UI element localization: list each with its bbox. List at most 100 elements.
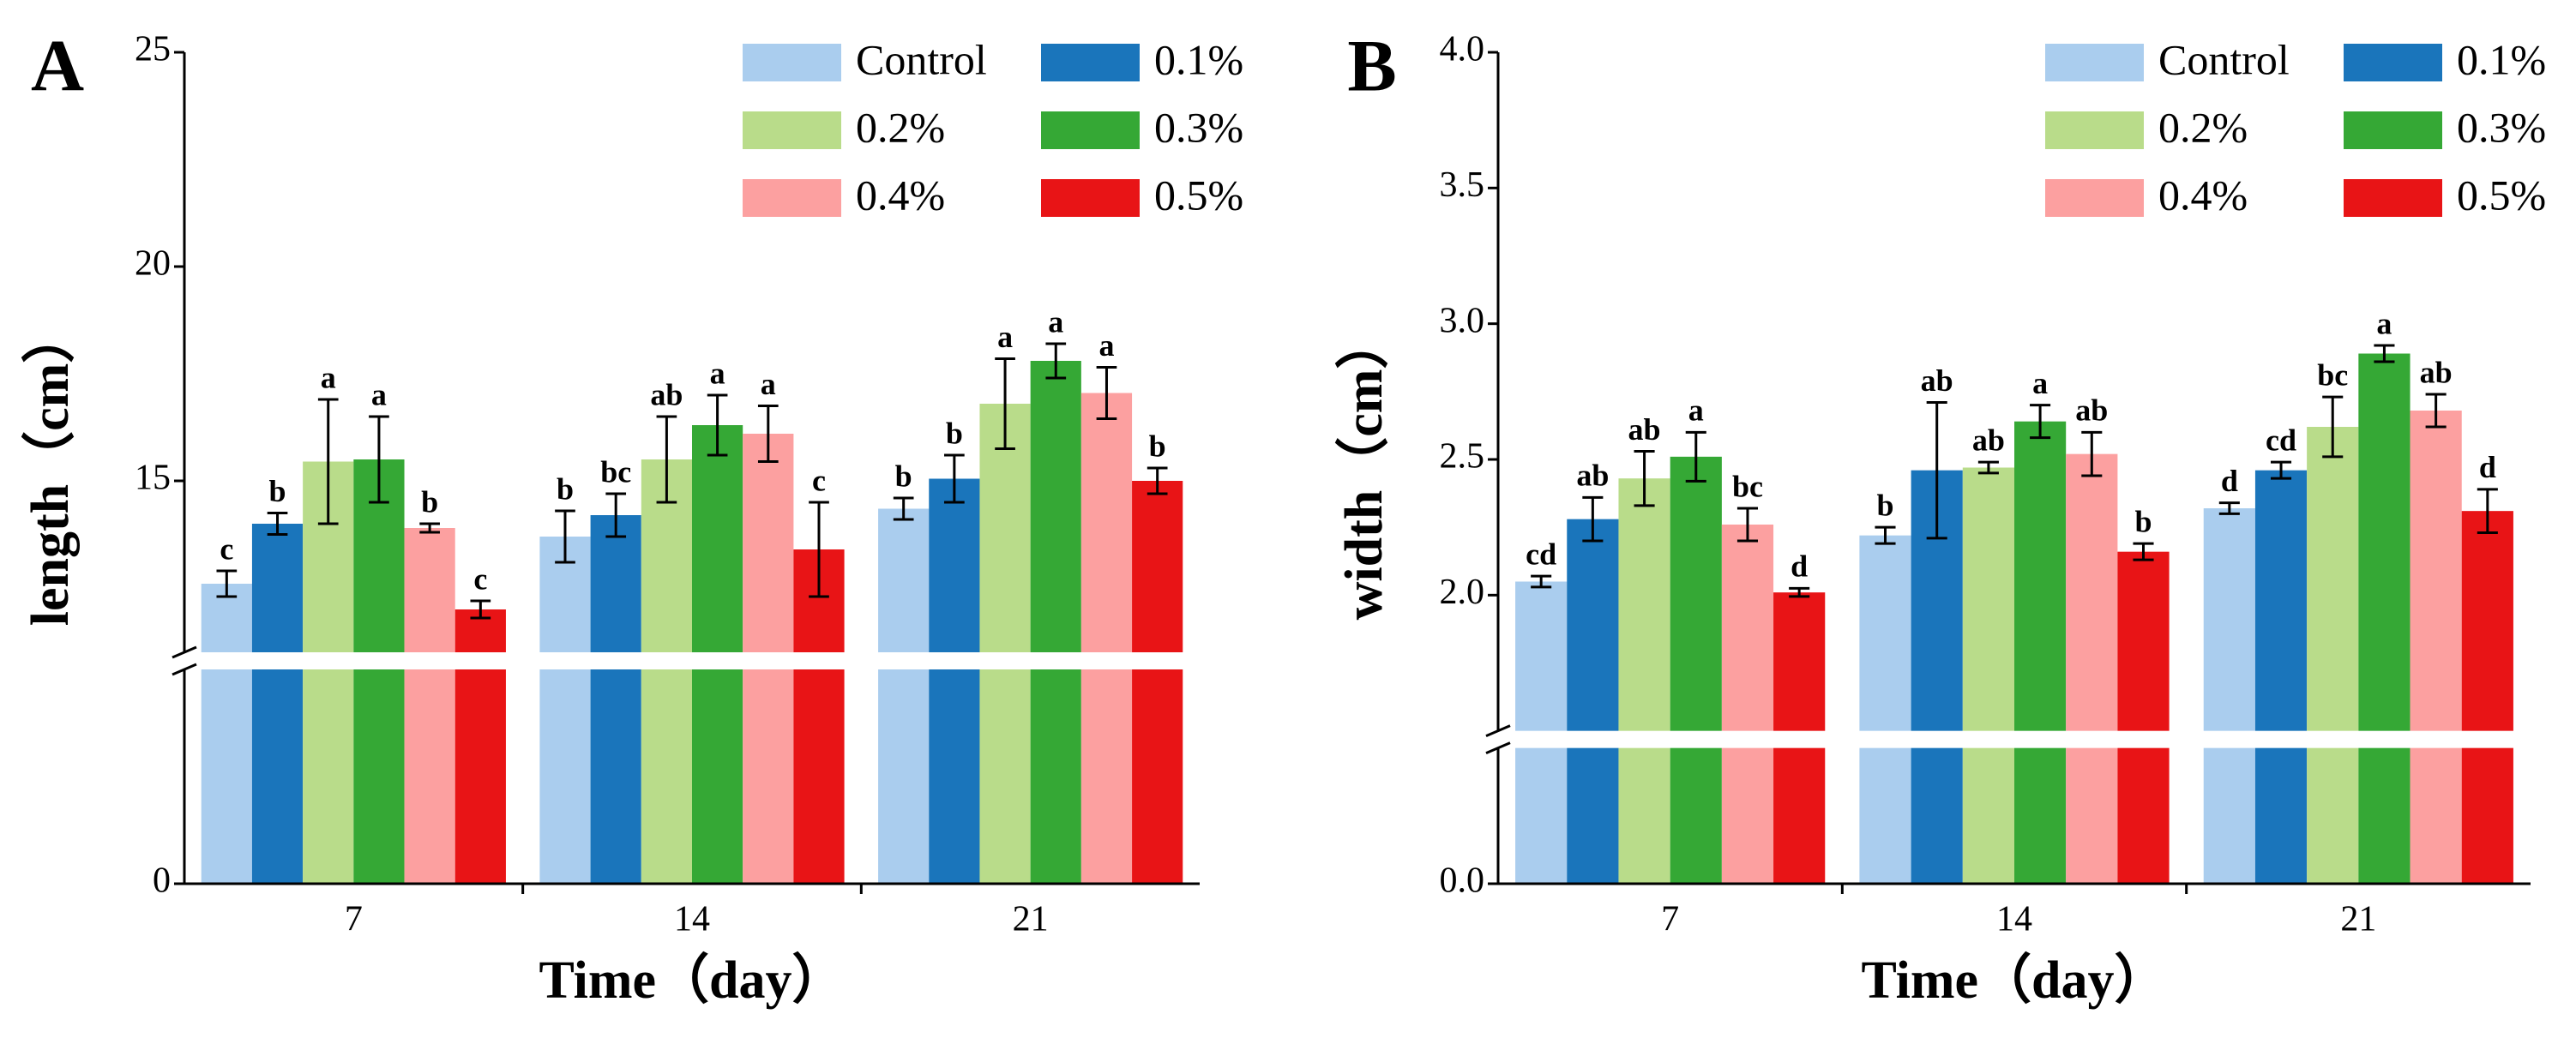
error-bar xyxy=(2270,460,2292,480)
legend-swatch xyxy=(2045,179,2144,217)
significance-letter: d xyxy=(2221,464,2238,498)
axis-break-mark xyxy=(1485,741,1511,755)
error-bar xyxy=(1977,460,1999,475)
y-tick-label: 25 xyxy=(135,30,171,69)
legend-swatch xyxy=(743,44,841,81)
error-bar xyxy=(757,405,779,463)
bar xyxy=(303,461,354,884)
error-bar xyxy=(369,415,389,504)
significance-letter: ab xyxy=(1628,412,1661,447)
bar xyxy=(2307,427,2359,884)
x-tick-label: 7 xyxy=(1661,900,1679,939)
error-bar xyxy=(2374,344,2395,363)
legend-label: 0.2% xyxy=(856,103,945,151)
error-bar xyxy=(2133,542,2154,561)
axis-break-gap xyxy=(1496,730,2532,748)
y-tick-label: 15 xyxy=(135,459,171,498)
bar xyxy=(878,508,930,884)
bar xyxy=(1080,393,1133,884)
significance-letter: cd xyxy=(1526,537,1556,571)
significance-letter: a xyxy=(710,356,725,390)
bar xyxy=(1670,456,1722,884)
error-bar xyxy=(1045,342,1067,380)
error-bar xyxy=(656,415,677,504)
error-bar xyxy=(707,393,728,457)
error-bar xyxy=(555,509,575,564)
error-bar xyxy=(1789,586,1810,598)
error-bar xyxy=(267,512,288,536)
bar xyxy=(1721,525,1774,884)
error-bar xyxy=(1685,430,1706,483)
significance-letter: c xyxy=(473,561,487,596)
error-bar xyxy=(1634,450,1655,507)
legend-swatch xyxy=(1041,44,1140,81)
error-bar xyxy=(2322,395,2344,459)
legend-label: 0.3% xyxy=(1154,103,1243,151)
significance-letter: d xyxy=(1791,549,1808,584)
panel-label: B xyxy=(1347,25,1396,107)
legend-label: 0.1% xyxy=(2457,35,2546,83)
bar xyxy=(929,478,980,884)
significance-letter: b xyxy=(421,484,438,519)
legend-swatch xyxy=(2344,179,2442,217)
bar xyxy=(454,609,506,884)
significance-letter: c xyxy=(812,463,826,497)
bar xyxy=(1618,478,1670,884)
bar xyxy=(2066,453,2118,884)
legend-swatch xyxy=(743,179,841,217)
bar xyxy=(2203,508,2255,884)
panel-label: A xyxy=(31,25,84,107)
error-bar xyxy=(2477,488,2498,534)
legend-swatch xyxy=(2344,111,2442,149)
legend-label: 0.4% xyxy=(2158,171,2248,219)
error-bar xyxy=(1875,525,1896,545)
error-bar xyxy=(419,522,440,534)
bar xyxy=(2461,511,2513,884)
error-bar xyxy=(995,357,1015,450)
significance-letter: a xyxy=(761,367,776,401)
bar xyxy=(1030,361,1081,884)
significance-letter: a xyxy=(1048,304,1063,339)
error-bar xyxy=(216,569,238,598)
error-bar xyxy=(1926,401,1947,540)
y-tick-label: 20 xyxy=(135,244,171,284)
significance-letter: ab xyxy=(1576,459,1609,493)
bar xyxy=(2117,551,2170,884)
legend-label: 0.4% xyxy=(856,171,945,219)
x-tick-label: 21 xyxy=(2340,900,2376,939)
significance-letter: ab xyxy=(1921,363,1953,398)
axis-break-mark xyxy=(1485,724,1511,738)
significance-letter: b xyxy=(1149,429,1166,463)
y-tick-label: 0 xyxy=(153,861,171,901)
error-bar xyxy=(1531,574,1552,589)
error-bar xyxy=(809,501,829,598)
bar xyxy=(2358,353,2410,884)
error-bar xyxy=(1096,366,1117,420)
error-bar xyxy=(2030,404,2051,440)
legend-label: 0.5% xyxy=(2457,171,2546,219)
bar xyxy=(201,584,252,884)
significance-letter: a xyxy=(2376,306,2392,340)
bar xyxy=(2014,421,2067,885)
legend-swatch xyxy=(743,111,841,149)
error-bar xyxy=(317,398,339,525)
legend-label: 0.5% xyxy=(1154,171,1243,219)
error-bar xyxy=(1147,466,1168,495)
legend-label: 0.2% xyxy=(2158,103,2248,151)
error-bar xyxy=(893,496,914,521)
bar xyxy=(1962,467,2014,884)
bar xyxy=(1132,481,1183,884)
significance-letter: a xyxy=(1688,393,1704,428)
significance-letter: bc xyxy=(2317,357,2348,392)
error-bar xyxy=(605,492,627,538)
significance-letter: ab xyxy=(650,377,683,411)
significance-letter: b xyxy=(946,416,963,450)
significance-letter: b xyxy=(895,459,912,493)
axis-break-mark xyxy=(172,663,197,676)
significance-letter: b xyxy=(557,471,574,506)
significance-letter: a xyxy=(2032,366,2048,400)
legend-label: 0.3% xyxy=(2457,103,2546,151)
legend-label: 0.1% xyxy=(1154,35,1243,83)
significance-letter: b xyxy=(269,474,286,508)
x-tick-label: 14 xyxy=(1996,900,2032,939)
